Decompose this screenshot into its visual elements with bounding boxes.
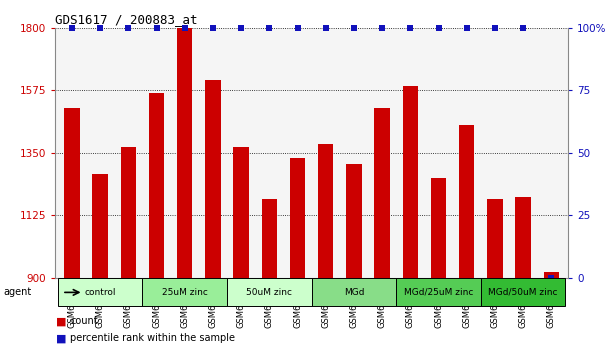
Text: control: control: [84, 288, 116, 297]
Text: 50uM zinc: 50uM zinc: [246, 288, 292, 297]
Bar: [312, 278, 396, 306]
Bar: [233, 147, 249, 278]
Text: percentile rank within the sample: percentile rank within the sample: [70, 333, 235, 343]
Text: MGd/50uM zinc: MGd/50uM zinc: [488, 288, 558, 297]
Text: GDS1617 / 200883_at: GDS1617 / 200883_at: [55, 13, 197, 27]
Bar: [459, 125, 475, 278]
Bar: [318, 144, 334, 278]
Text: count: count: [70, 316, 98, 326]
Bar: [544, 272, 559, 278]
Text: ■: ■: [56, 333, 67, 343]
Bar: [120, 147, 136, 278]
Bar: [205, 80, 221, 278]
Bar: [64, 108, 79, 278]
Bar: [58, 278, 142, 306]
Bar: [515, 197, 531, 278]
Bar: [262, 198, 277, 278]
Bar: [142, 278, 227, 306]
Text: MGd/25uM zinc: MGd/25uM zinc: [404, 288, 473, 297]
Bar: [375, 108, 390, 278]
Bar: [290, 158, 306, 278]
Text: 25uM zinc: 25uM zinc: [162, 288, 208, 297]
Bar: [396, 278, 481, 306]
Bar: [227, 278, 312, 306]
Text: agent: agent: [3, 287, 31, 297]
Bar: [431, 178, 446, 278]
Bar: [346, 164, 362, 278]
Bar: [92, 174, 108, 278]
Bar: [481, 278, 565, 306]
Text: ■: ■: [56, 316, 67, 326]
Text: MGd: MGd: [343, 288, 364, 297]
Bar: [403, 86, 418, 278]
Bar: [487, 198, 503, 278]
Bar: [177, 28, 192, 278]
Bar: [148, 93, 164, 278]
